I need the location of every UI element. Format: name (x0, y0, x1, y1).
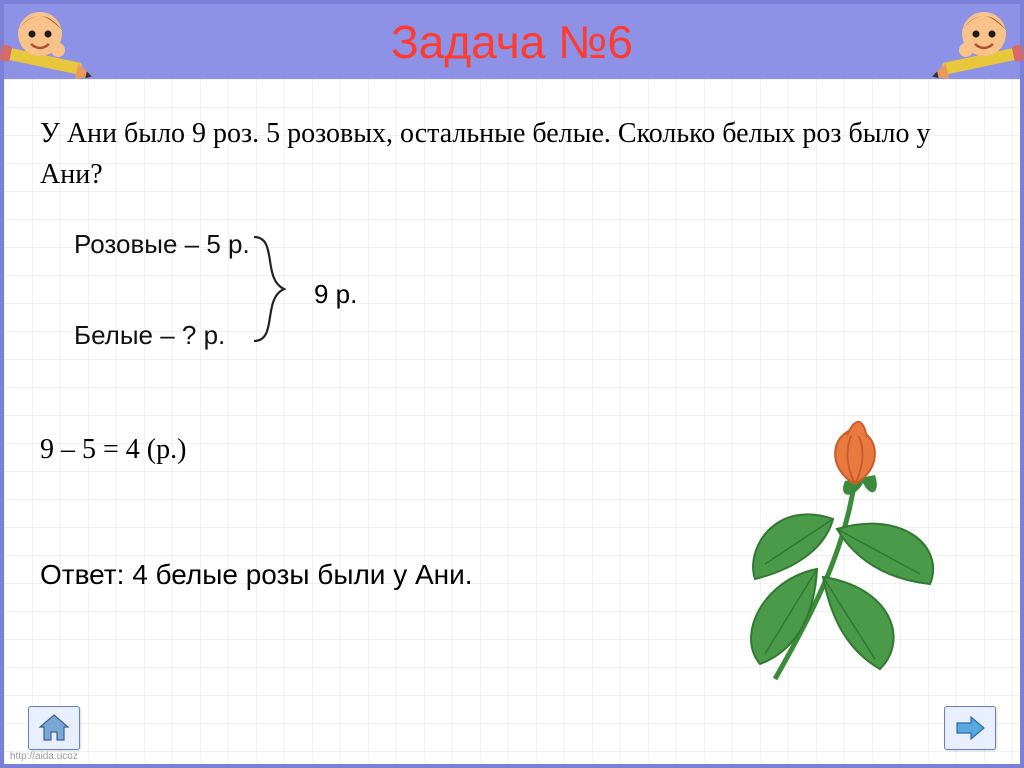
brace-total-label: 9 р. (314, 279, 357, 310)
solution-equation: 9 – 5 = 4 (р.) (40, 434, 186, 466)
curly-brace-icon (244, 229, 314, 349)
data-row-white: Белые – ? р. (74, 320, 250, 351)
problem-text: У Ани было 9 роз. 5 розовых, остальные б… (40, 114, 984, 195)
arrow-right-icon (953, 714, 987, 742)
given-data: Розовые – 5 р. Белые – ? р. (74, 229, 250, 411)
data-row-pink: Розовые – 5 р. (74, 229, 250, 260)
source-url: http://aida.ucoz (10, 751, 78, 762)
slide: Задача №6 У Ани было 9 роз. 5 розовых, о… (0, 0, 1024, 768)
slide-header: Задача №6 (4, 4, 1020, 79)
solution-answer: Ответ: 4 белые розы были у Ани. (40, 559, 473, 591)
rose-illustration-icon (705, 409, 965, 689)
home-icon (37, 713, 71, 743)
next-button[interactable] (944, 706, 996, 750)
mascot-right-icon (926, 0, 1024, 100)
home-button[interactable] (28, 706, 80, 750)
mascot-left-icon (0, 0, 98, 100)
slide-title: Задача №6 (391, 15, 633, 69)
